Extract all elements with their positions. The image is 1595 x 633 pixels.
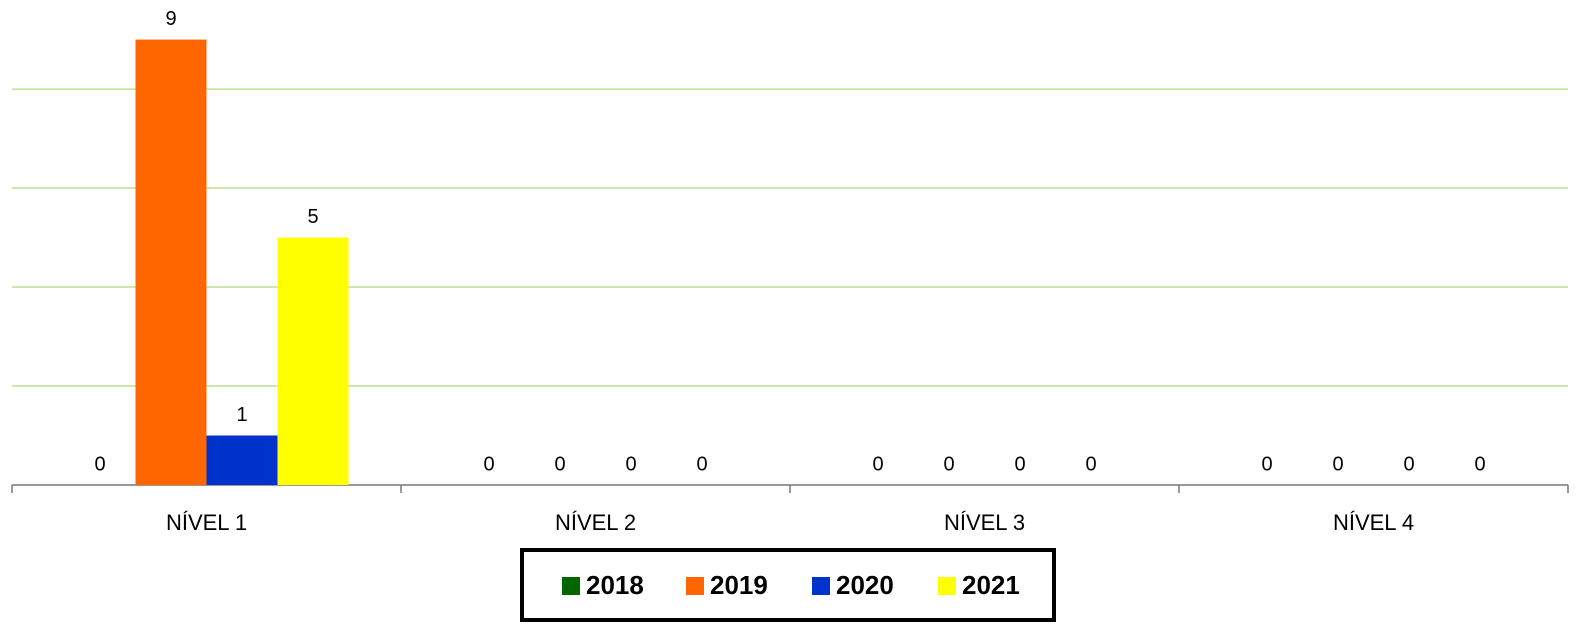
legend-label: 2021 [962,570,1020,600]
data-label: 0 [943,453,954,475]
data-label: 0 [872,453,883,475]
data-label: 0 [483,453,494,475]
data-label: 0 [1261,453,1272,475]
data-label: 0 [1474,453,1485,475]
x-tick-label: NÍVEL 4 [1333,510,1414,535]
data-label: 0 [554,453,565,475]
data-label: 1 [236,404,247,426]
data-label: 0 [1014,453,1025,475]
legend-label: 2018 [586,570,644,600]
bar [135,39,207,486]
data-label: 0 [1332,453,1343,475]
legend-swatch [686,577,704,595]
data-label: 0 [94,453,105,475]
legend-swatch [562,577,580,595]
data-label: 5 [307,206,318,228]
x-tick-label: NÍVEL 2 [555,510,636,535]
bar [277,237,349,485]
legend-label: 2019 [710,570,768,600]
legend-swatch [812,577,830,595]
data-label: 0 [1403,453,1414,475]
x-tick-label: NÍVEL 1 [166,510,247,535]
bar [206,435,278,485]
data-label: 0 [1085,453,1096,475]
x-tick-label: NÍVEL 3 [944,510,1025,535]
data-label: 0 [625,453,636,475]
legend-swatch [938,577,956,595]
legend-label: 2020 [836,570,894,600]
legend-box [520,548,1056,622]
data-label: 9 [165,8,176,30]
data-label: 0 [696,453,707,475]
